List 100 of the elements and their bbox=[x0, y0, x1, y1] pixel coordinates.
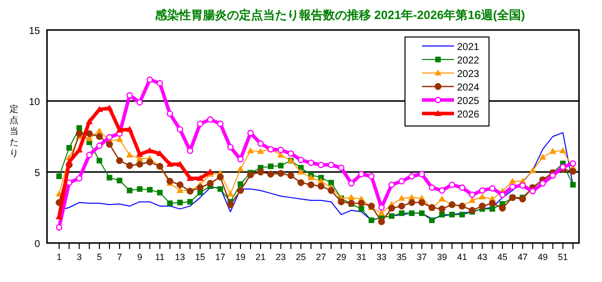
point bbox=[146, 158, 154, 166]
point bbox=[278, 146, 284, 154]
point bbox=[56, 173, 62, 180]
x-tick-label: 51 bbox=[558, 252, 568, 262]
point bbox=[479, 187, 486, 194]
x-tick-label: 39 bbox=[436, 252, 447, 262]
point bbox=[86, 152, 93, 158]
point bbox=[358, 200, 365, 207]
x-tick-label: 47 bbox=[518, 252, 528, 262]
point bbox=[157, 190, 163, 196]
point bbox=[318, 182, 325, 190]
x-tick-label: 35 bbox=[396, 252, 407, 262]
y-tick-label: 10 bbox=[28, 97, 40, 108]
point bbox=[288, 150, 294, 157]
point bbox=[237, 156, 244, 162]
point bbox=[136, 160, 144, 168]
point bbox=[529, 188, 536, 194]
point bbox=[56, 224, 62, 231]
point bbox=[297, 179, 304, 186]
point bbox=[146, 186, 153, 193]
point bbox=[257, 148, 264, 154]
point bbox=[428, 184, 436, 191]
point bbox=[429, 217, 435, 224]
point bbox=[468, 192, 476, 198]
point bbox=[126, 162, 134, 170]
x-tick-label: 7 bbox=[117, 252, 122, 262]
point bbox=[449, 212, 455, 218]
point bbox=[438, 195, 446, 202]
point bbox=[490, 206, 496, 212]
point bbox=[268, 164, 274, 170]
x-tick-label: 31 bbox=[356, 252, 366, 262]
point bbox=[216, 174, 224, 180]
point bbox=[126, 188, 132, 194]
point bbox=[186, 174, 194, 181]
point bbox=[448, 182, 456, 188]
point bbox=[499, 192, 506, 198]
point bbox=[176, 186, 184, 193]
point bbox=[126, 151, 134, 158]
point bbox=[277, 170, 284, 177]
point bbox=[540, 180, 546, 187]
point bbox=[217, 120, 224, 127]
x-tick-label: 27 bbox=[316, 252, 326, 262]
point bbox=[318, 162, 324, 168]
point bbox=[368, 173, 375, 180]
point bbox=[308, 181, 314, 188]
point bbox=[570, 182, 576, 188]
point bbox=[348, 180, 354, 187]
point bbox=[398, 210, 404, 216]
point bbox=[560, 164, 566, 170]
point bbox=[146, 76, 153, 83]
point bbox=[488, 200, 496, 207]
point bbox=[116, 157, 123, 164]
point bbox=[418, 170, 426, 178]
x-tick-label: 43 bbox=[477, 252, 488, 262]
x-tick-label: 33 bbox=[376, 252, 387, 262]
point bbox=[418, 199, 426, 206]
point bbox=[278, 162, 284, 168]
point bbox=[338, 198, 345, 206]
point bbox=[66, 145, 72, 151]
point bbox=[196, 184, 204, 192]
point bbox=[287, 172, 294, 179]
point bbox=[146, 147, 154, 154]
point bbox=[106, 104, 113, 111]
point bbox=[368, 217, 374, 224]
point bbox=[166, 110, 174, 117]
point bbox=[237, 187, 244, 194]
point bbox=[176, 160, 184, 167]
point bbox=[398, 178, 405, 184]
point bbox=[459, 212, 465, 218]
legend-label: 2021 bbox=[457, 42, 480, 53]
x-tick-label: 15 bbox=[195, 252, 206, 262]
y-tick-label: 5 bbox=[34, 168, 40, 179]
point bbox=[136, 99, 143, 106]
point bbox=[96, 127, 103, 134]
point bbox=[236, 166, 244, 172]
point bbox=[126, 126, 134, 132]
point bbox=[116, 126, 124, 133]
legend-label: 2026 bbox=[457, 110, 480, 120]
point bbox=[186, 148, 194, 154]
x-tick-label: 1 bbox=[56, 252, 62, 262]
point bbox=[570, 160, 576, 167]
point bbox=[257, 140, 264, 147]
point bbox=[76, 130, 83, 138]
legend-label: 2024 bbox=[457, 82, 480, 94]
x-tick-label: 25 bbox=[296, 252, 306, 262]
x-tick-label: 29 bbox=[336, 252, 346, 262]
x-tick-label: 3 bbox=[76, 252, 82, 262]
x-tick-label: 17 bbox=[215, 252, 226, 262]
point bbox=[550, 172, 556, 179]
point bbox=[388, 204, 396, 212]
point bbox=[156, 150, 164, 156]
point bbox=[96, 158, 102, 164]
point bbox=[66, 158, 73, 165]
x-tick-label: 21 bbox=[256, 252, 266, 262]
x-tick-label: 23 bbox=[276, 252, 286, 262]
point bbox=[468, 196, 476, 203]
point bbox=[438, 205, 446, 212]
point bbox=[328, 180, 334, 186]
point bbox=[156, 80, 164, 86]
point bbox=[307, 174, 314, 180]
